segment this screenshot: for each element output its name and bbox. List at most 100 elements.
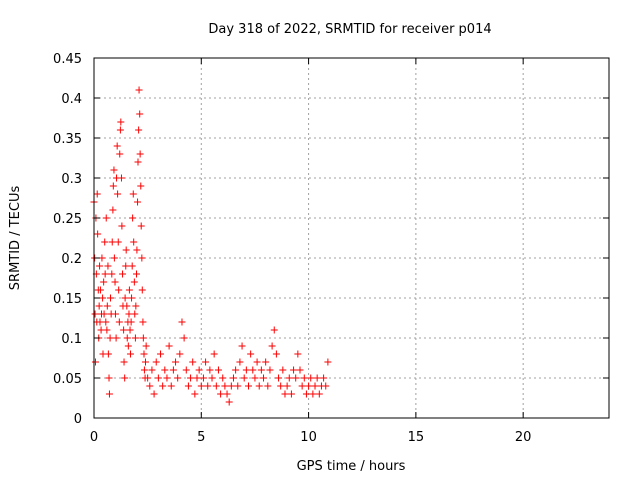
data-point (193, 374, 201, 382)
data-point (191, 390, 199, 398)
data-point (95, 302, 103, 310)
data-point (290, 366, 298, 374)
data-point (133, 246, 141, 254)
data-point (118, 222, 126, 230)
data-point (121, 294, 129, 302)
data-point (108, 270, 116, 278)
data-point (227, 382, 235, 390)
data-point (109, 182, 117, 190)
data-point (122, 246, 130, 254)
data-point (174, 374, 182, 382)
data-point (245, 382, 252, 390)
data-point (292, 374, 300, 382)
data-point (140, 350, 148, 358)
data-point (178, 318, 186, 326)
data-point (128, 262, 136, 270)
data-point (96, 262, 104, 270)
data-point (130, 238, 138, 246)
data-point (116, 126, 124, 134)
data-point (91, 310, 99, 318)
data-point (195, 366, 203, 374)
data-point (106, 334, 114, 342)
data-point (137, 222, 145, 230)
data-point (105, 390, 113, 398)
data-point (150, 390, 158, 398)
data-point (113, 142, 121, 150)
chart-title: Day 318 of 2022, SRMTID for receiver p01… (208, 22, 491, 37)
data-point (101, 238, 109, 246)
data-point (126, 350, 134, 358)
data-point (296, 366, 304, 374)
data-point (307, 374, 315, 382)
data-point (268, 342, 276, 350)
data-point (139, 318, 147, 326)
data-point (135, 86, 143, 94)
data-point (99, 294, 107, 302)
data-point (115, 286, 123, 294)
data-point (114, 238, 122, 246)
data-point (251, 374, 259, 382)
y-tick-label: 0.4 (61, 92, 82, 107)
data-point (128, 294, 136, 302)
data-point (137, 182, 145, 190)
data-point (159, 382, 167, 390)
data-point (247, 350, 255, 358)
data-point (232, 366, 240, 374)
data-point (125, 286, 133, 294)
data-point (154, 374, 162, 382)
data-point (131, 334, 139, 342)
data-point (161, 366, 169, 374)
data-point (236, 358, 244, 366)
data-point (204, 382, 212, 390)
plot-frame (93, 57, 610, 419)
data-point (184, 382, 192, 390)
data-point (167, 382, 175, 390)
data-point (122, 262, 130, 270)
data-point (229, 374, 237, 382)
y-axis-label: SRMTID / TECUs (8, 186, 23, 291)
data-point (130, 278, 138, 286)
data-point (104, 350, 112, 358)
data-point (115, 318, 123, 326)
x-tick-label: 15 (408, 430, 425, 445)
data-point (132, 302, 140, 310)
data-point (138, 286, 146, 294)
axis-ticks: 0 5 10 15 20 0 0.05 0.1 0.15 0.2 0.25 0.3 0.35 0.4 0.4… (53, 52, 609, 445)
data-point (187, 374, 195, 382)
data-point (136, 110, 144, 118)
data-point (120, 326, 128, 334)
data-point (93, 190, 101, 198)
data-point (180, 334, 188, 342)
data-point (96, 286, 104, 294)
data-point (324, 358, 332, 366)
y-tick-label: 0.45 (53, 52, 82, 67)
y-tick-label: 0.15 (53, 292, 82, 307)
y-tick-label: 0.05 (53, 372, 82, 387)
data-point (103, 302, 111, 310)
data-point (112, 334, 120, 342)
data-point (176, 350, 184, 358)
data-point (257, 366, 265, 374)
data-point (100, 278, 108, 286)
data-point (208, 374, 216, 382)
data-point (111, 310, 119, 318)
data-point (117, 174, 125, 182)
y-tick-label: 0.3 (61, 172, 82, 187)
data-point (225, 398, 233, 406)
y-tick-label: 0.35 (53, 132, 82, 147)
data-points (90, 86, 332, 406)
data-point (131, 310, 139, 318)
y-tick-label: 0.2 (61, 252, 82, 267)
data-point (210, 350, 218, 358)
data-point (197, 382, 205, 390)
data-point (102, 318, 110, 326)
data-point (313, 374, 321, 382)
data-point (305, 382, 313, 390)
data-point (182, 366, 190, 374)
data-point (298, 382, 306, 390)
data-point (169, 366, 177, 374)
data-point (279, 366, 287, 374)
data-point (172, 358, 180, 366)
x-tick-label: 10 (300, 430, 317, 445)
